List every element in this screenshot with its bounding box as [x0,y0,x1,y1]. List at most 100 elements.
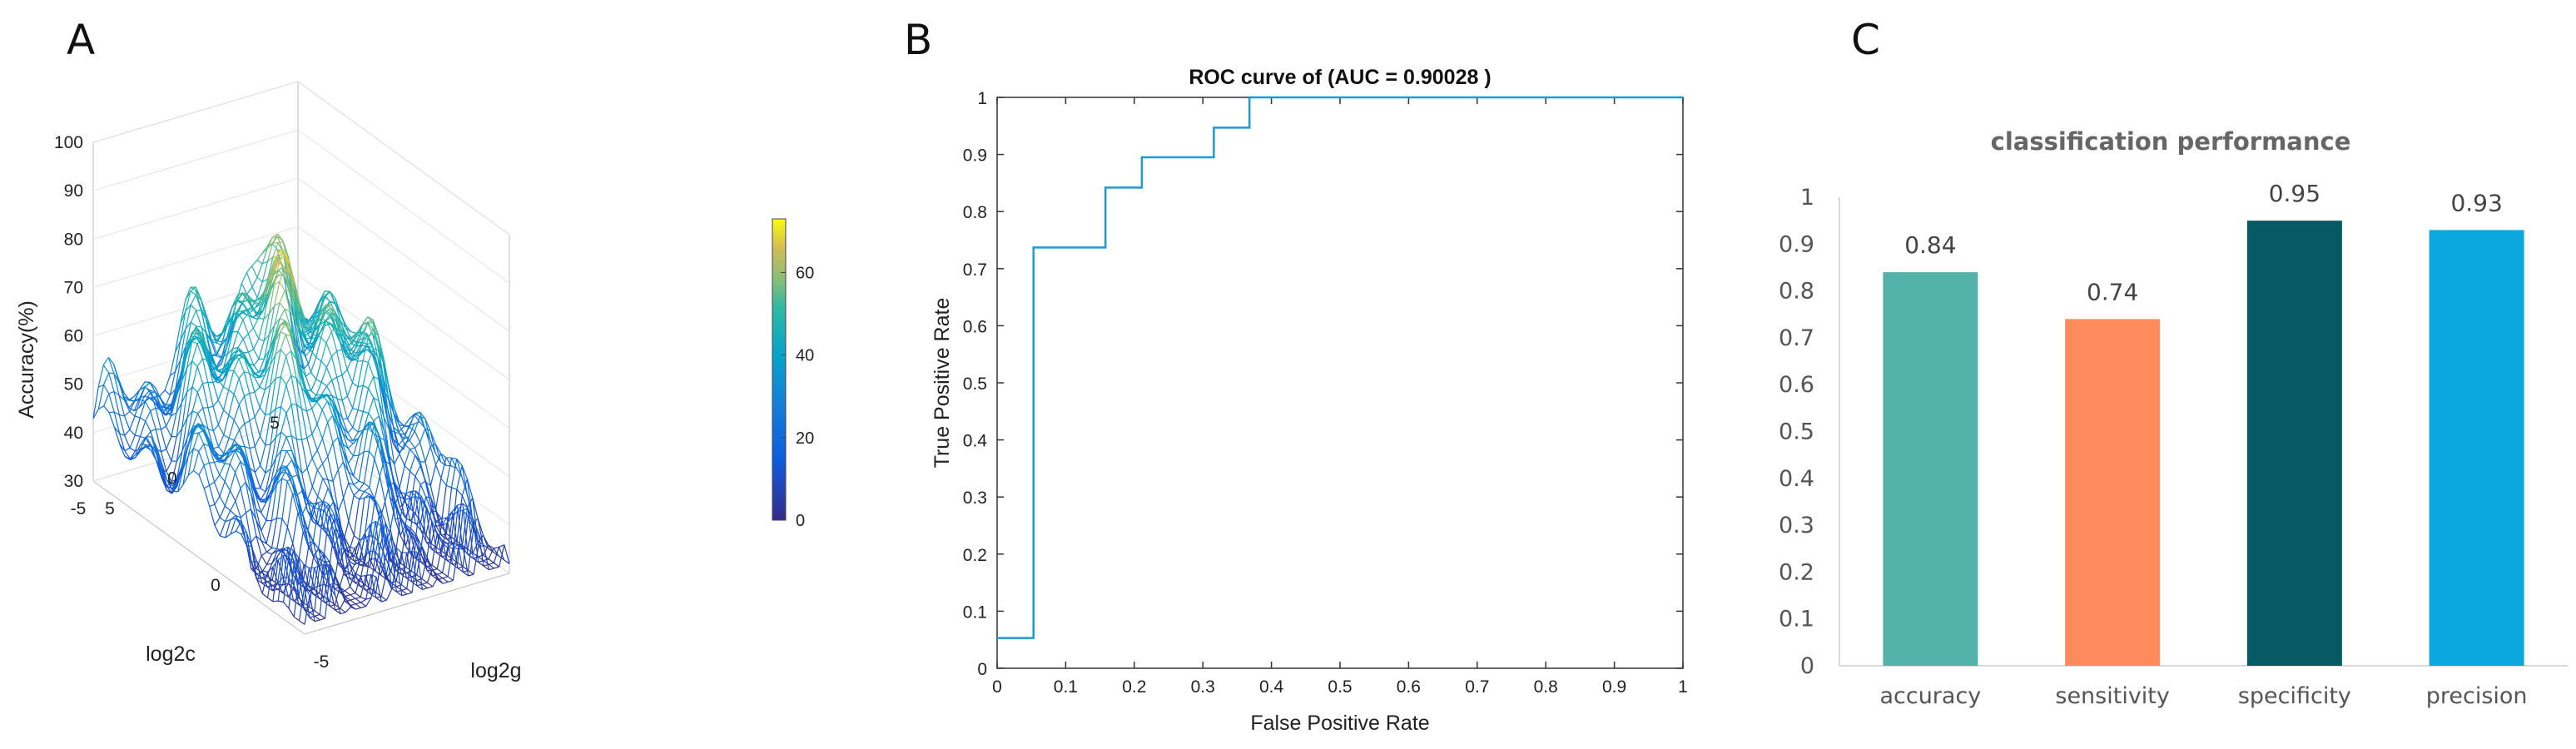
surface-mesh-line [411,551,418,553]
surface-mesh-line [251,535,257,543]
surface-mesh-line [344,548,350,579]
surface-mesh-line [320,306,327,312]
surface-mesh-line [367,338,375,350]
surface-mesh-line [222,361,229,373]
surface-mesh-line [346,357,353,370]
surface-mesh-line [411,581,418,587]
surface-mesh-line [224,450,231,456]
surface-mesh-line [353,494,360,500]
surface-mesh-line [171,412,177,417]
surface-mesh-line [414,475,421,485]
surface-mesh-line [212,382,219,400]
surface-mesh-line [257,292,265,305]
surface-mesh-line [176,402,182,414]
surface-mesh-line [349,546,355,549]
surface-mesh-line [325,296,331,302]
surface-mesh-line [214,503,221,518]
surface-mesh-line [327,442,334,458]
surface-mesh-line [253,349,260,360]
surface-mesh-line [260,465,266,474]
surface-mesh-line [309,595,315,622]
surface-mesh-line [456,465,463,490]
surface-mesh-line [289,290,295,300]
surface-mesh-line [280,384,287,407]
surface-mesh-line [261,530,267,544]
surface-mesh-line [263,313,270,320]
surface-mesh-line [342,461,350,484]
surface-mesh-line [124,456,131,461]
surface-mesh-line [236,530,242,535]
surface-mesh-line [219,505,226,518]
roc-ticks: 0 0.1 0.2 0.3 0.4 0.5 0.6 0.7 0.8 0.9 100.10.20.30… [963,89,1688,697]
surface-mesh-line [350,586,356,594]
surface-mesh-line [161,409,166,411]
surface-mesh-line [333,513,340,531]
surface-box-edge [92,480,305,635]
surface-mesh-line [97,384,105,409]
surface-mesh-line [368,412,375,422]
surface-mesh-line [341,369,348,376]
surface-mesh-line [296,474,303,491]
surface-mesh-line [292,550,299,571]
surface-mesh-line [228,437,235,441]
surface-mesh-line [203,488,211,507]
surface-mesh-line [419,484,427,498]
surface-mesh-line [181,417,188,429]
surface-mesh-line [251,546,258,562]
surface-z-tick-label: 70 [64,278,83,297]
surface-mesh-line [277,233,284,243]
surface-mesh-line [429,485,437,509]
surface-mesh-line [409,513,416,522]
surface-mesh-line [378,379,385,389]
surface-mesh-line [301,468,308,474]
surface-mesh-line [436,533,444,544]
surface-mesh-line [411,551,418,586]
surface-mesh-line [339,549,345,570]
surface-mesh-line [187,469,195,476]
surface-mesh-line [340,333,347,351]
surface-mesh-line [241,521,247,543]
surface-mesh-line [187,448,194,457]
surface-mesh-line [256,561,263,583]
surface-mesh-line [295,339,301,369]
surface-mesh-line [310,390,317,396]
surface-mesh-line [233,378,240,394]
surface-mesh-line [324,566,330,598]
surface-mesh-line [196,310,202,327]
surface-mesh-line [292,512,299,543]
surface-mesh-line [346,382,354,397]
surface-mesh-line [235,514,241,518]
surface-mesh-line [321,409,329,423]
surface-mesh-line [134,389,141,402]
bar-value-label: 0.84 [1904,231,1956,259]
surface-mesh-line [320,320,326,325]
surface-mesh-line [341,346,348,350]
surface-mesh-line [424,461,431,486]
surface-mesh-line [367,376,375,389]
surface-mesh-line [267,597,274,603]
surface-mesh-line [192,432,200,449]
surface-mesh-line [252,310,260,319]
surface-mesh-line [409,439,415,449]
surface-mesh-line [211,361,219,371]
surface-mesh-line [145,436,152,446]
surface-mesh-line [359,497,365,500]
surface-mesh-line [342,426,349,440]
surface-mesh-line [285,334,291,337]
surface-mesh-line [176,382,182,414]
surface-mesh-line [372,329,380,350]
surface-mesh-line [254,376,260,379]
surface-mesh-line [441,523,448,527]
surface-mesh [92,233,510,625]
surface-mesh-line [166,436,172,450]
surface-mesh-line [195,290,201,308]
surface-mesh-line [472,518,479,563]
surface-mesh-line [191,337,197,340]
bar-y-tick-label: 1 [1800,185,1814,211]
surface-mesh-line [420,529,427,543]
surface-mesh-line [113,373,120,396]
surface-mesh-line [442,578,449,583]
surface-mesh-line [266,567,274,598]
surface-mesh-line [228,394,235,415]
surface-mesh-line [347,448,354,457]
